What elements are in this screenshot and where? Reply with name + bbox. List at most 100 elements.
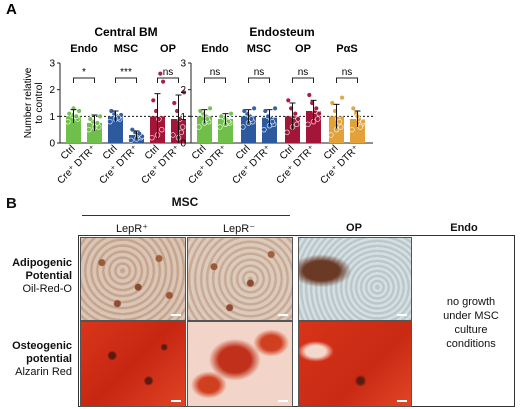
significance-label: ns xyxy=(163,67,174,78)
data-point xyxy=(170,132,176,138)
column-header-lepr-neg: LepR⁻ xyxy=(222,223,256,235)
group-label-op: OP xyxy=(160,43,176,55)
data-point xyxy=(159,126,165,133)
data-point xyxy=(218,113,225,120)
data-point xyxy=(160,78,166,85)
y-tick-label: 1 xyxy=(180,112,186,123)
data-point xyxy=(76,108,82,114)
row-title-osteogenic: Osteogenic potential xyxy=(12,340,72,365)
significance-label: ns xyxy=(298,67,309,78)
category-label: Cre⁺ DTR⁺ xyxy=(274,143,317,186)
column-header-endo: Endo xyxy=(450,222,478,234)
data-point xyxy=(315,116,321,122)
data-point xyxy=(97,113,103,120)
msc-group-header: MSC xyxy=(171,195,199,209)
significance-label: *** xyxy=(120,67,132,78)
data-point xyxy=(107,118,113,125)
significance-label: ns xyxy=(342,67,353,78)
group-label-p-s: PαS xyxy=(336,43,357,55)
row-stain-oil-red-o: Oil-Red-O xyxy=(22,283,72,295)
data-point xyxy=(196,124,202,130)
micrograph-lepr-pos-oil-red xyxy=(80,237,186,321)
y-tick-label: 2 xyxy=(180,85,186,96)
no-growth-note: no growth under MSC culture conditions xyxy=(443,296,499,350)
scale-bar xyxy=(278,400,288,402)
data-point xyxy=(328,132,334,138)
data-point xyxy=(306,92,312,98)
data-point xyxy=(357,124,363,130)
data-point xyxy=(217,124,223,130)
data-point xyxy=(150,97,157,104)
data-point xyxy=(272,105,278,112)
micrograph-op-oil-red xyxy=(298,237,412,321)
data-point xyxy=(87,116,94,122)
y-tick-label: 3 xyxy=(180,59,186,70)
significance-label: * xyxy=(82,67,86,78)
significance-label: ns xyxy=(254,67,265,78)
y-axis-label-line: to control xyxy=(34,82,45,123)
significance-bracket xyxy=(73,77,95,83)
data-point xyxy=(207,105,213,112)
chart-title: Central BM xyxy=(94,25,157,39)
data-point xyxy=(338,124,344,130)
data-point xyxy=(128,137,134,144)
data-point xyxy=(285,97,291,104)
group-label-endo: Endo xyxy=(70,43,98,55)
category-label: Cre⁺ DTR⁺ xyxy=(318,143,361,186)
data-point xyxy=(349,126,355,133)
category-label: Cre⁺ DTR⁺ xyxy=(55,143,98,186)
y-tick-label: 3 xyxy=(49,59,55,70)
data-point xyxy=(294,121,300,128)
column-header-op: OP xyxy=(346,222,362,234)
image-grid-frame xyxy=(78,235,515,407)
row-label-osteogenic: Osteogenic potential Alzarin Red xyxy=(4,340,72,379)
data-point xyxy=(178,129,185,136)
data-point xyxy=(86,126,92,133)
group-label-msc: MSC xyxy=(114,43,139,55)
y-tick-label: 2 xyxy=(49,85,55,96)
data-point xyxy=(157,70,164,77)
group-label-op: OP xyxy=(295,43,311,55)
data-point xyxy=(136,130,143,137)
significance-bracket xyxy=(115,77,137,83)
msc-group-line xyxy=(82,215,290,216)
data-point xyxy=(350,105,356,112)
y-axis-label-line: Number relative xyxy=(23,67,34,138)
data-point xyxy=(251,105,257,112)
group-label-msc: MSC xyxy=(247,43,272,55)
significance-bracket xyxy=(292,77,314,83)
micrograph-lepr-neg-alizarin xyxy=(187,321,293,407)
scale-bar xyxy=(171,314,181,316)
significance-bracket xyxy=(248,77,270,83)
panel-b: B MSC LepR⁺ LepR⁻ OP Endo Adipogenic Pot… xyxy=(0,195,520,409)
data-point xyxy=(73,113,80,120)
row-label-adipogenic: Adipogenic Potential Oil-Red-O xyxy=(4,257,72,296)
data-point xyxy=(240,124,246,130)
micrograph-lepr-neg-oil-red xyxy=(187,237,293,321)
chart-title: Endosteum xyxy=(249,25,314,39)
row-title-adipogenic: Adipogenic Potential xyxy=(12,257,72,282)
micrograph-lepr-pos-alizarin xyxy=(80,321,186,407)
y-tick-label: 1 xyxy=(49,112,55,123)
panel-b-letter: B xyxy=(6,195,17,212)
panel-a-figure: A Central BM 0 1 2 3 Number relativeto contro… xyxy=(6,1,373,186)
data-point xyxy=(284,129,290,136)
scale-bar xyxy=(171,400,181,402)
data-point xyxy=(339,94,345,101)
scale-bar xyxy=(397,314,407,316)
data-point xyxy=(228,110,234,117)
data-point xyxy=(295,116,301,122)
panel-a-letter: A xyxy=(6,1,17,18)
column-header-lepr-pos: LepR⁺ xyxy=(115,223,149,235)
data-point xyxy=(316,110,322,117)
micrograph-op-alizarin xyxy=(298,321,412,407)
central-bm-chart: Central BM 0 1 2 3 Number relativeto control E… xyxy=(23,25,192,186)
significance-bracket xyxy=(336,77,358,83)
category-label: Cre⁺ DTR⁺ xyxy=(97,143,140,186)
data-point xyxy=(66,110,73,117)
y-axis-label: Number relativeto control xyxy=(23,67,45,138)
data-point xyxy=(292,110,298,117)
y-tick-label: 0 xyxy=(180,139,186,150)
group-label-endo: Endo xyxy=(201,43,229,55)
